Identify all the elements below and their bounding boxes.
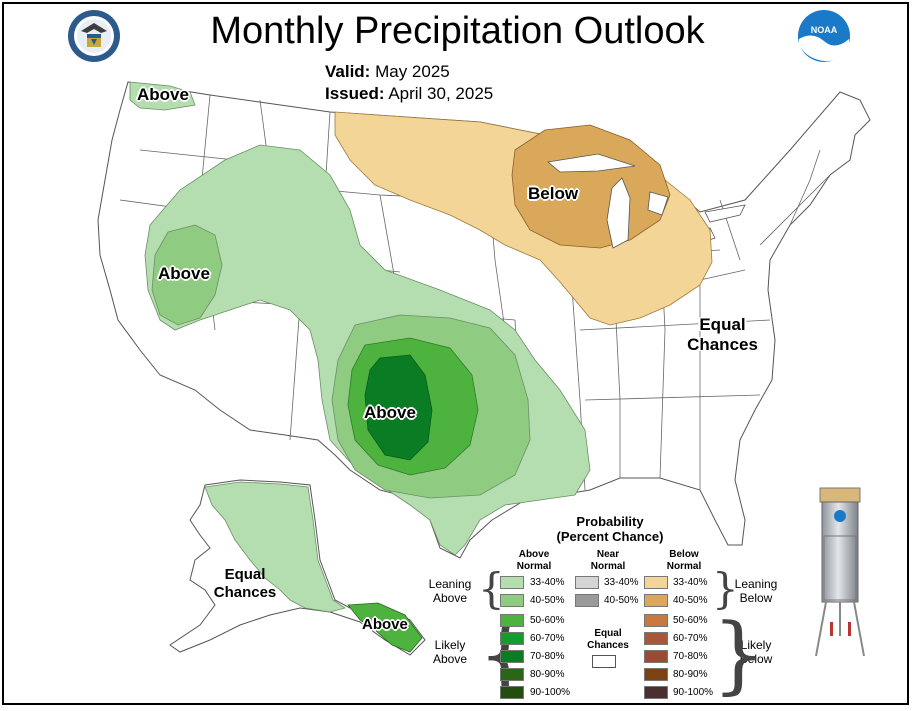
map-label-above-alaska: Above: [362, 616, 408, 633]
legend-title-line2: (Percent Chance): [556, 529, 664, 544]
leaning-above-line1: Leaning: [428, 577, 472, 591]
legend-equal-chances: Equal Chances: [575, 628, 641, 652]
equal-east-line1: Equal: [699, 315, 746, 334]
valid-value: May 2025: [375, 62, 450, 81]
noaa-logo-icon: NOAA: [798, 10, 850, 62]
legend-title: Probability (Percent Chance): [550, 514, 670, 544]
above-swatch-label-3: 50-60%: [530, 615, 565, 626]
above-swatch-label-5: 70-80%: [530, 651, 565, 662]
below-swatch-5: [644, 650, 668, 663]
above-swatch-label-7: 90-100%: [530, 687, 571, 698]
swatch-equal-chances: [592, 655, 616, 668]
above-swatch-label-4: 60-70%: [530, 633, 565, 644]
great-lakes-overlay: [547, 153, 669, 249]
map-label-above-nw: Above: [137, 85, 189, 104]
below-swatch-label-5: 70-80%: [673, 651, 708, 662]
near-swatch-1: [575, 576, 599, 589]
below-swatch-7: [644, 686, 668, 699]
rain-gauge-icon: [815, 487, 865, 657]
col-near-line1: Near: [596, 549, 620, 560]
valid-label: Valid:: [325, 62, 371, 81]
above-swatch-label-2: 40-50%: [530, 595, 565, 606]
likely-below-line1: Likely: [740, 638, 772, 652]
page-title: Monthly Precipitation Outlook: [210, 10, 705, 52]
near-swatch-label-2: 40-50%: [604, 595, 639, 606]
leaning-below-line1: Leaning: [734, 577, 778, 591]
col-above-line1: Above: [518, 549, 550, 560]
group-leaning-below: Leaning Below: [726, 577, 786, 605]
likely-above-line1: Likely: [434, 638, 466, 652]
below-swatch-label-2: 40-50%: [673, 595, 708, 606]
equal-ak-line1: Equal: [224, 566, 266, 583]
below-swatch-label-7: 90-100%: [673, 687, 714, 698]
equal-chances-line2: Chances: [587, 640, 629, 651]
issued-line: Issued: April 30, 2025: [325, 84, 493, 104]
above-swatch-7: [500, 686, 524, 699]
map-label-above-south: Above: [364, 403, 416, 422]
above-swatch-label-6: 80-90%: [530, 669, 565, 680]
above-swatch-6: [500, 668, 524, 681]
below-swatch-label-1: 33-40%: [673, 577, 708, 588]
group-leaning-above: Leaning Above: [420, 577, 480, 605]
group-likely-below: Likely Below: [726, 638, 786, 666]
near-swatch-label-1: 33-40%: [604, 577, 639, 588]
likely-above-line2: Above: [432, 652, 468, 666]
above-west-core: [151, 224, 223, 326]
above-swatch-4: [500, 632, 524, 645]
legend-title-line1: Probability: [576, 514, 644, 529]
legend-col-near: Near Normal: [580, 549, 636, 573]
below-swatch-label-6: 80-90%: [673, 669, 708, 680]
map-label-above-west: Above: [158, 264, 210, 283]
below-swatch-6: [644, 668, 668, 681]
map-label-equal-alaska: Equal Chances: [205, 566, 285, 602]
above-swatch-5: [500, 650, 524, 663]
legend-col-above: Above Normal: [506, 549, 562, 573]
col-below-line2: Normal: [666, 561, 702, 572]
below-swatch-3: [644, 614, 668, 627]
above-alaska-33: [204, 481, 346, 613]
above-nw-region: [129, 81, 196, 111]
brace-leaning-below: }: [712, 564, 739, 613]
col-above-line2: Normal: [516, 561, 552, 572]
svg-text:NOAA: NOAA: [811, 25, 838, 35]
legend-col-below: Below Normal: [656, 549, 712, 573]
col-near-line2: Normal: [590, 561, 626, 572]
likely-below-line2: Below: [739, 652, 773, 666]
col-below-line1: Below: [669, 549, 699, 560]
equal-ak-line2: Chances: [213, 584, 277, 601]
leaning-below-line2: Below: [739, 591, 773, 605]
equal-chances-line1: Equal: [594, 628, 622, 639]
below-swatch-label-3: 50-60%: [673, 615, 708, 626]
leaning-above-line2: Above: [432, 591, 468, 605]
commerce-seal-icon: [68, 10, 120, 62]
above-swatch-2: [500, 594, 524, 607]
issued-value: April 30, 2025: [388, 84, 494, 103]
valid-line: Valid: May 2025: [325, 62, 450, 82]
above-alaska-se: [347, 602, 423, 653]
below-swatch-1: [644, 576, 668, 589]
group-likely-above: Likely Above: [420, 638, 480, 666]
equal-east-line2: Chances: [687, 335, 758, 354]
map-label-below-midwest: Below: [528, 184, 579, 203]
below-swatch-label-4: 60-70%: [673, 633, 708, 644]
above-south-70: [364, 354, 433, 461]
above-swatch-label-1: 33-40%: [530, 577, 565, 588]
above-swatch-3: [500, 614, 524, 627]
above-swatch-1: [500, 576, 524, 589]
probability-legend: Probability (Percent Chance) Above Norma…: [420, 512, 790, 702]
issued-label: Issued:: [325, 84, 385, 103]
brace-likely-below: }: [712, 605, 766, 703]
map-label-equal-east: Equal Chances: [680, 315, 765, 355]
near-swatch-2: [575, 594, 599, 607]
below-swatch-2: [644, 594, 668, 607]
below-midwest-core: [511, 124, 671, 249]
below-swatch-4: [644, 632, 668, 645]
